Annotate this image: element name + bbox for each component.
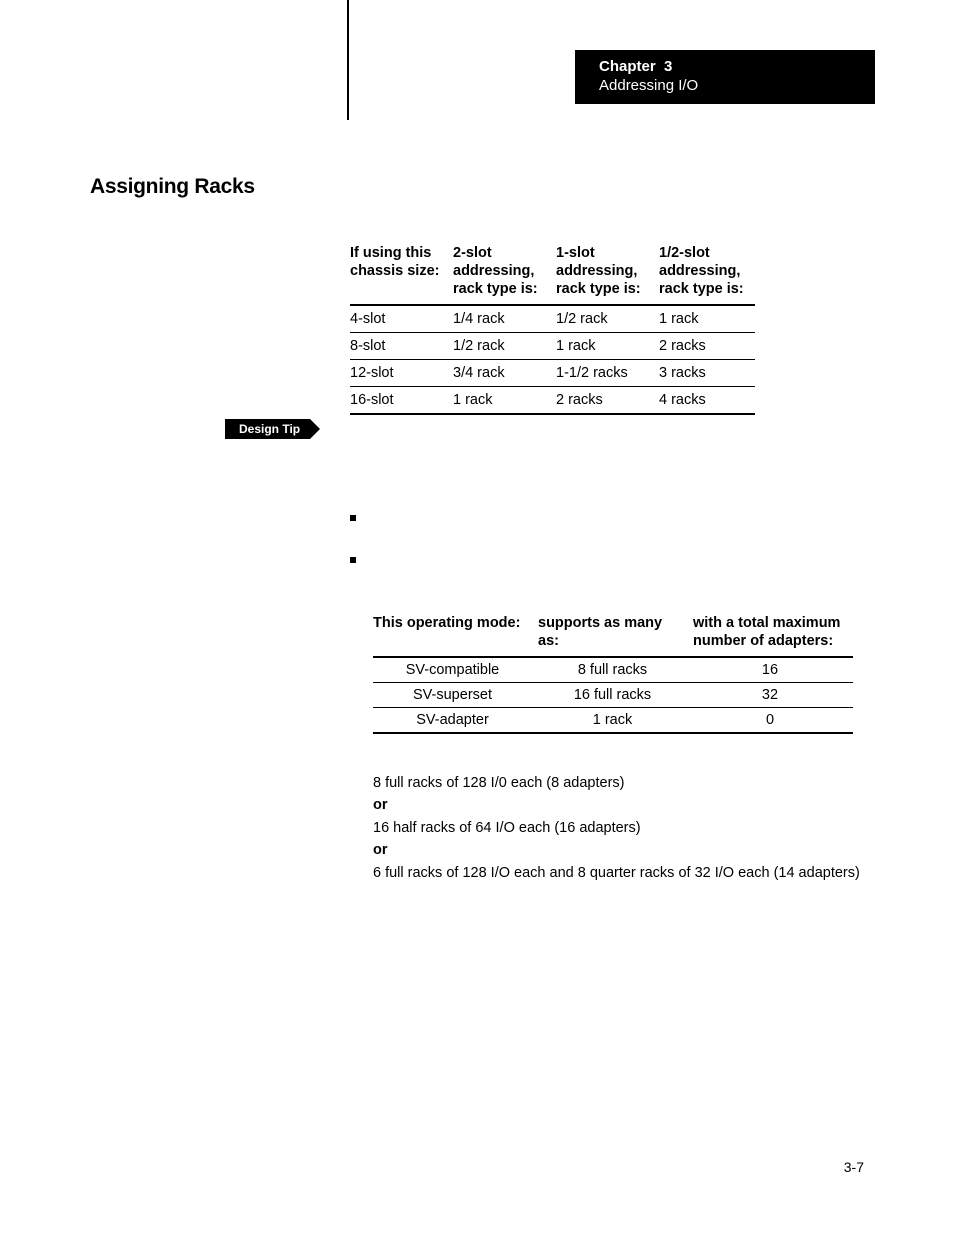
cell: 12-slot — [350, 360, 453, 387]
arrow-right-icon — [310, 419, 320, 439]
bullet-list — [350, 510, 370, 594]
rack-assignment-table: If using this chassis size: 2-slot addre… — [350, 240, 755, 415]
cell: 16 — [693, 657, 853, 683]
table-row: SV-compatible 8 full racks 16 — [373, 657, 853, 683]
cell: 4-slot — [350, 305, 453, 333]
table-header-row: If using this chassis size: 2-slot addre… — [350, 240, 755, 305]
cell: SV-compatible — [373, 657, 538, 683]
cell: SV-superset — [373, 683, 538, 708]
design-tip-badge: Design Tip — [225, 419, 320, 439]
table-header-row: This operating mode: supports as many as… — [373, 614, 853, 657]
col-adapters: with a total maximum number of adapters: — [693, 614, 853, 657]
table-row: 8-slot 1/2 rack 1 rack 2 racks — [350, 333, 755, 360]
col-chassis-size: If using this chassis size: — [350, 240, 453, 305]
example-or: or — [373, 839, 860, 861]
page-number: 3-7 — [844, 1159, 864, 1175]
cell: 1/2 rack — [556, 305, 659, 333]
cell: 4 racks — [659, 387, 755, 415]
col-2slot: 2-slot addressing, rack type is: — [453, 240, 556, 305]
chapter-label: Chapter 3 — [599, 58, 875, 75]
chapter-number: 3 — [664, 58, 672, 75]
page: Chapter 3 Addressing I/O Assigning Racks… — [0, 0, 954, 1235]
cell: 3/4 rack — [453, 360, 556, 387]
table-row: SV-superset 16 full racks 32 — [373, 683, 853, 708]
cell: 1/2 rack — [453, 333, 556, 360]
cell: 1 rack — [659, 305, 755, 333]
cell: 16 full racks — [538, 683, 693, 708]
chapter-header: Chapter 3 Addressing I/O — [575, 50, 875, 104]
top-vertical-rule — [347, 0, 349, 120]
cell: 32 — [693, 683, 853, 708]
design-tip-label: Design Tip — [225, 419, 310, 439]
chapter-word: Chapter — [599, 58, 656, 75]
example-line: 8 full racks of 128 I/0 each (8 adapters… — [373, 772, 860, 794]
cell: 1/4 rack — [453, 305, 556, 333]
cell: SV-adapter — [373, 708, 538, 734]
cell: 1-1/2 racks — [556, 360, 659, 387]
table-row: SV-adapter 1 rack 0 — [373, 708, 853, 734]
cell: 1 rack — [556, 333, 659, 360]
operating-mode-table: This operating mode: supports as many as… — [373, 614, 853, 734]
cell: 16-slot — [350, 387, 453, 415]
cell: 0 — [693, 708, 853, 734]
example-or: or — [373, 794, 860, 816]
table-row: 16-slot 1 rack 2 racks 4 racks — [350, 387, 755, 415]
list-item — [350, 510, 370, 552]
col-halfslot: 1/2-slot addressing, rack type is: — [659, 240, 755, 305]
example-block: 8 full racks of 128 I/0 each (8 adapters… — [373, 772, 860, 884]
section-title: Assigning Racks — [90, 175, 255, 199]
table-row: 4-slot 1/4 rack 1/2 rack 1 rack — [350, 305, 755, 333]
table-row: 12-slot 3/4 rack 1-1/2 racks 3 racks — [350, 360, 755, 387]
list-item — [350, 552, 370, 594]
example-line: 16 half racks of 64 I/O each (16 adapter… — [373, 817, 860, 839]
col-1slot: 1-slot addressing, rack type is: — [556, 240, 659, 305]
cell: 2 racks — [659, 333, 755, 360]
col-mode: This operating mode: — [373, 614, 538, 657]
cell: 2 racks — [556, 387, 659, 415]
cell: 1 rack — [453, 387, 556, 415]
chapter-title: Addressing I/O — [599, 77, 875, 94]
cell: 1 rack — [538, 708, 693, 734]
col-racks: supports as many as: — [538, 614, 693, 657]
cell: 8-slot — [350, 333, 453, 360]
cell: 3 racks — [659, 360, 755, 387]
example-line: 6 full racks of 128 I/O each and 8 quart… — [373, 862, 860, 884]
cell: 8 full racks — [538, 657, 693, 683]
